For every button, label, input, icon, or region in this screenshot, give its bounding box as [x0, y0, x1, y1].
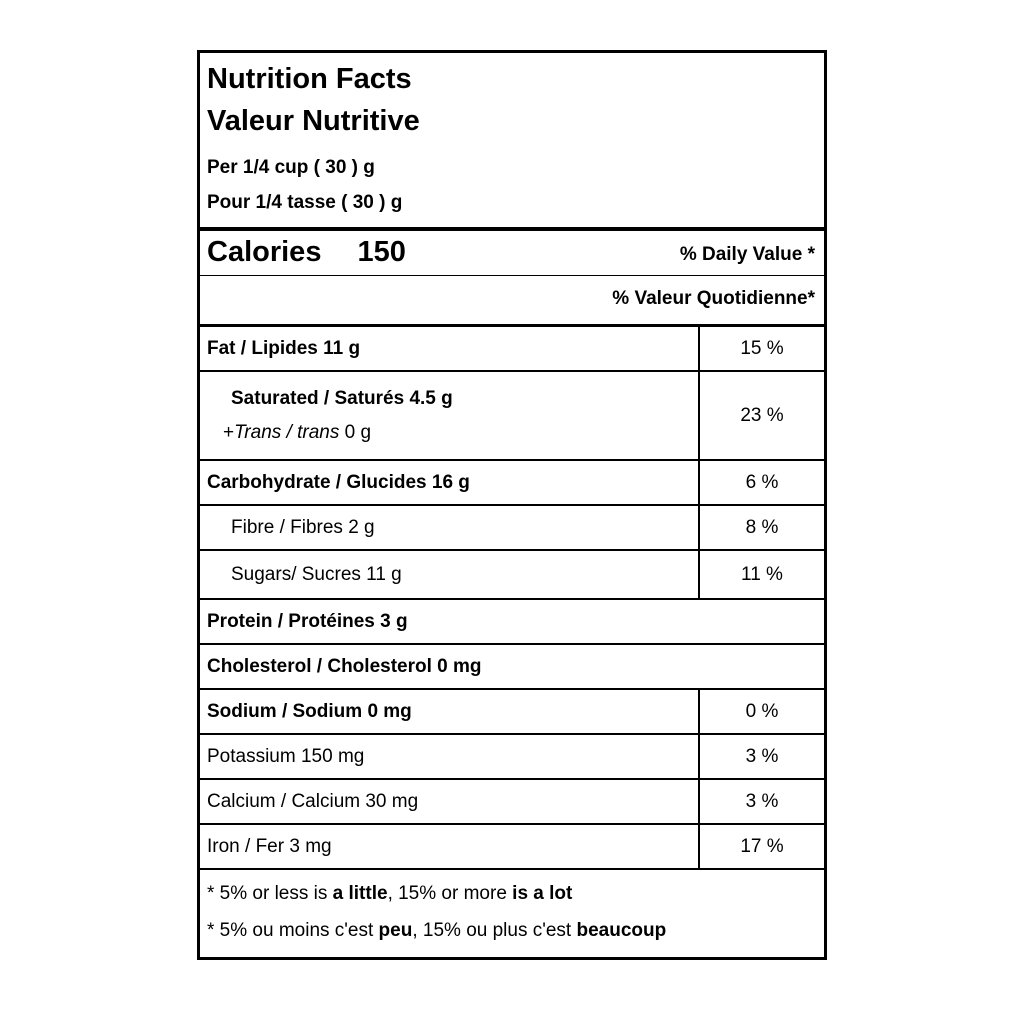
nutrient-label-protein: Protein / Protéines 3 g — [207, 610, 408, 632]
trans-line: +Trans / trans 0 g — [223, 421, 698, 445]
trans-plus: + — [223, 421, 235, 443]
nutrient-row-fibre: Fibre / Fibres 2 g 8 % — [200, 506, 824, 551]
nutrient-row-carbohydrate: Carbohydrate / Glucides 16 g 6 % — [200, 461, 824, 506]
footnote-en-bold-a-lot: is a lot — [512, 883, 573, 904]
daily-value-carbohydrate: 6 % — [698, 461, 824, 504]
daily-value-sugars: 11 % — [698, 551, 824, 598]
nutrient-label-cholesterol: Cholesterol / Cholesterol 0 mg — [207, 655, 482, 677]
calories-amount: Calories 150 — [207, 234, 406, 270]
serving-size-english: Per 1/4 cup ( 30 ) g — [207, 157, 375, 178]
nutrition-facts-label: Nutrition Facts Valeur Nutritive Per 1/4… — [197, 50, 827, 960]
daily-value-saturated: 23 % — [698, 372, 824, 459]
nutrient-row-saturated-trans: Saturated / Saturés 4.5 g +Trans / trans… — [200, 372, 824, 461]
nutrient-row-cholesterol: Cholesterol / Cholesterol 0 mg — [200, 645, 824, 690]
nutrient-label-potassium: Potassium 150 mg — [207, 745, 365, 767]
nutrient-row-calcium: Calcium / Calcium 30 mg 3 % — [200, 780, 824, 825]
title-english: Nutrition Facts — [207, 63, 412, 95]
footnote-french: * 5% ou moins c'est peu, 15% ou plus c'e… — [207, 919, 817, 943]
daily-value-potassium: 3 % — [698, 735, 824, 778]
nutrient-label-sodium: Sodium / Sodium 0 mg — [207, 700, 412, 722]
nutrient-row-sugars: Sugars/ Sucres 11 g 11 % — [200, 551, 824, 600]
nutrient-label-iron: Iron / Fer 3 mg — [207, 835, 332, 857]
trans-italic: Trans / trans — [234, 421, 340, 443]
nutrient-label-carbohydrate: Carbohydrate / Glucides 16 g — [207, 471, 470, 493]
calories-section: Calories 150 % Daily Value * % Valeur Qu… — [200, 231, 824, 327]
trans-amount: 0 g — [339, 421, 372, 443]
nutrient-label-sugars: Sugars/ Sucres 11 g — [231, 563, 402, 585]
calories-row: Calories 150 % Daily Value * — [200, 231, 824, 276]
nutrient-label-calcium: Calcium / Calcium 30 mg — [207, 790, 419, 812]
calories-value: 150 — [357, 236, 406, 268]
nutrient-row-sodium: Sodium / Sodium 0 mg 0 % — [200, 690, 824, 735]
daily-value-fat: 15 % — [698, 327, 824, 370]
daily-value-header-english: % Daily Value * — [679, 244, 815, 265]
label-header: Nutrition Facts Valeur Nutritive Per 1/4… — [200, 53, 824, 231]
footnote-section: * 5% or less is a little, 15% or more is… — [200, 870, 824, 957]
daily-value-calcium: 3 % — [698, 780, 824, 823]
nutrient-label-fibre: Fibre / Fibres 2 g — [231, 516, 375, 538]
daily-value-header-french: % Valeur Quotidienne* — [612, 288, 815, 309]
nutrient-row-fat: Fat / Lipides 11 g 15 % — [200, 327, 824, 372]
daily-value-iron: 17 % — [698, 825, 824, 868]
calories-label: Calories — [207, 236, 322, 268]
nutrient-row-potassium: Potassium 150 mg 3 % — [200, 735, 824, 780]
nutrient-row-protein: Protein / Protéines 3 g — [200, 600, 824, 645]
footnote-en-bold-a-little: a little — [332, 883, 388, 904]
footnote-fr-bold-peu: peu — [378, 920, 413, 941]
nutrient-label-saturated-trans: Saturated / Saturés 4.5 g +Trans / trans… — [200, 372, 698, 459]
footnote-fr-mid: , 15% ou plus c'est — [412, 920, 577, 941]
title-french: Valeur Nutritive — [207, 105, 420, 137]
footnote-english: * 5% or less is a little, 15% or more is… — [207, 882, 817, 906]
serving-size-french: Pour 1/4 tasse ( 30 ) g — [207, 192, 403, 213]
daily-value-sodium: 0 % — [698, 690, 824, 733]
footnote-fr-bold-beaucoup: beaucoup — [576, 920, 667, 941]
nutrient-label-fat: Fat / Lipides 11 g — [207, 337, 361, 359]
saturated-line: Saturated / Saturés 4.5 g — [231, 387, 453, 409]
footnote-en-text: * 5% or less is — [207, 883, 333, 904]
footnote-en-mid: , 15% or more — [387, 883, 513, 904]
nutrient-row-iron: Iron / Fer 3 mg 17 % — [200, 825, 824, 870]
daily-value-fibre: 8 % — [698, 506, 824, 549]
footnote-fr-text: * 5% ou moins c'est — [207, 920, 379, 941]
